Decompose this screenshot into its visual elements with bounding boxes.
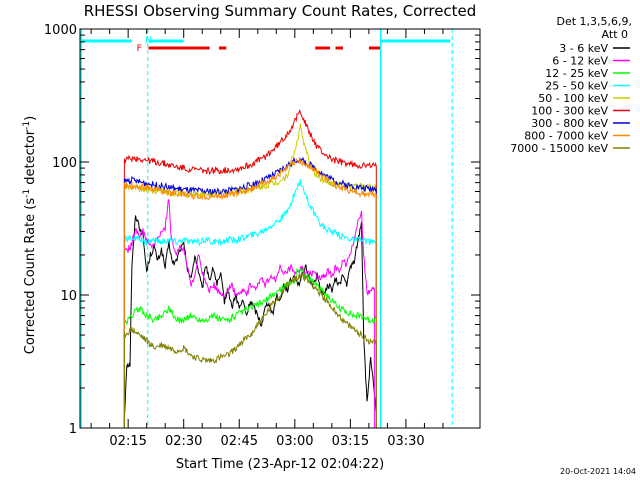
x-axis-label: Start Time (23-Apr-12 02:04:22) xyxy=(176,457,384,472)
x-tick-label-4: 03:15 xyxy=(332,434,369,449)
flag-label-f: F xyxy=(137,44,142,54)
x-tick-label-2: 02:45 xyxy=(221,434,258,449)
series-line-0 xyxy=(123,215,377,428)
x-tick-label-0: 02:15 xyxy=(109,434,146,449)
series-line-1 xyxy=(123,199,375,428)
y-tick-label-2: 100 xyxy=(52,156,77,171)
plot-frame xyxy=(79,28,481,429)
y-tick-label-1: 10 xyxy=(60,289,77,304)
y-tick-label-3: 1000 xyxy=(44,23,77,38)
series-line-7 xyxy=(123,157,377,428)
x-tick-label-1: 02:30 xyxy=(165,434,202,449)
legend-label-0: 3 - 6 keV xyxy=(559,42,608,55)
legend-header-line-2: Att 0 xyxy=(602,28,628,41)
series-line-3 xyxy=(123,179,377,428)
legend-label-3: 25 - 50 keV xyxy=(545,80,608,93)
series-line-2 xyxy=(123,267,377,428)
legend-label-1: 6 - 12 keV xyxy=(552,55,608,68)
legend-label-8: 7000 - 15000 keV xyxy=(510,142,608,155)
legend-header-line-1: Det 1,3,5,6,9, xyxy=(556,15,632,28)
plot-area: FN xyxy=(80,29,453,428)
legend-label-2: 12 - 25 keV xyxy=(545,67,608,80)
axes-layer: 1 10 100 1000 02:15 02:30 02:45 03:00 03:15 03:30 xyxy=(44,23,481,449)
timestamp: 20-Oct-2021 14:04 xyxy=(560,467,636,476)
flag-label-n: N xyxy=(145,36,152,46)
series-layer xyxy=(123,109,377,428)
legend-label-4: 50 - 100 keV xyxy=(538,92,608,105)
y-axis-label: Corrected Count Rate (s-1 detector-1) xyxy=(22,116,38,354)
legend-label-7: 800 - 7000 keV xyxy=(524,130,608,143)
chart-title: RHESSI Observing Summary Count Rates, Co… xyxy=(84,2,477,20)
x-tick-label-5: 03:30 xyxy=(387,434,424,449)
series-line-5 xyxy=(123,109,377,428)
series-line-8 xyxy=(123,272,377,428)
y-tick-label-0: 1 xyxy=(69,422,77,437)
x-tick-label-3: 03:00 xyxy=(276,434,313,449)
legend-label-5: 100 - 300 keV xyxy=(531,105,608,118)
legend-label-6: 300 - 800 keV xyxy=(531,117,608,130)
